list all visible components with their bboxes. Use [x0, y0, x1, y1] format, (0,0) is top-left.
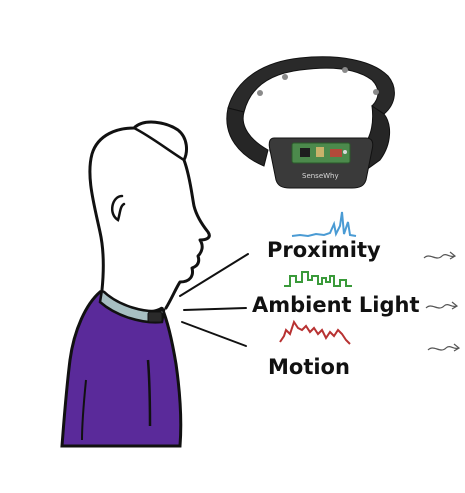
- strap-rivet: [342, 67, 348, 73]
- squiggle-signal-icon: [427, 343, 461, 352]
- strap-left: [226, 107, 269, 167]
- shirt-crease: [146, 359, 152, 427]
- head-outline: [88, 120, 211, 310]
- ear: [110, 194, 126, 222]
- strap-back: [227, 56, 395, 115]
- strap-rivet: [373, 89, 379, 95]
- squiggle-signal-icon: [425, 301, 459, 310]
- strap-rivet: [282, 74, 288, 80]
- label-proximity: Proximity: [267, 238, 381, 262]
- hair-line: [133, 126, 185, 162]
- ray-proximity: [179, 253, 249, 297]
- circuit-chip: [300, 148, 310, 157]
- necklace-sensor: [147, 311, 163, 323]
- ray-ambient: [183, 307, 247, 311]
- ray-motion: [181, 321, 247, 347]
- person-figure: [60, 120, 211, 448]
- proximity-trace: [291, 211, 357, 238]
- circuit-chip: [316, 147, 324, 157]
- signal-rays: [179, 253, 249, 347]
- label-motion: Motion: [268, 355, 350, 379]
- device-brand-text: SenseWhy: [302, 172, 339, 180]
- squiggle-signal-icon: [423, 251, 457, 260]
- circuit-chip: [330, 149, 342, 157]
- circuit-led: [343, 150, 347, 154]
- necklace-device: SenseWhy: [226, 56, 395, 189]
- shirt-crease: [81, 379, 87, 441]
- motion-trace: [279, 319, 351, 345]
- label-ambient-light: Ambient Light: [252, 293, 420, 317]
- strap-rivet: [257, 90, 263, 96]
- ambient-light-trace: [284, 271, 352, 287]
